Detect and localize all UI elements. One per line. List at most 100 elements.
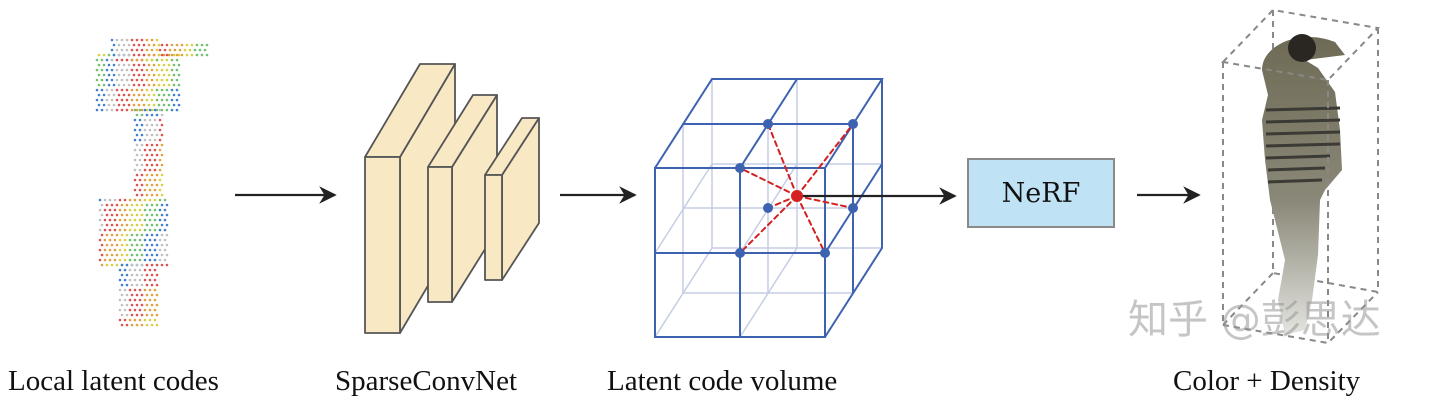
point-cloud-dot: [145, 38, 149, 42]
point-cloud-dot: [100, 223, 104, 227]
point-cloud-dot: [155, 243, 159, 247]
point-cloud-dot: [138, 118, 142, 122]
point-cloud-dot: [130, 213, 134, 217]
point-cloud-dot: [122, 63, 126, 67]
point-cloud-dot: [155, 253, 159, 257]
point-cloud-dot: [130, 98, 134, 102]
point-cloud-dot: [140, 293, 144, 297]
point-cloud-dot: [102, 103, 106, 107]
point-cloud-dot: [158, 258, 162, 262]
point-cloud-dot: [138, 278, 142, 282]
point-cloud-dot: [123, 318, 127, 322]
point-cloud-dot: [132, 83, 136, 87]
point-cloud-dot: [145, 183, 149, 187]
point-cloud-dot: [135, 108, 139, 112]
point-cloud-dot: [153, 188, 157, 192]
point-cloud-dot: [95, 108, 99, 112]
point-cloud-dot: [137, 103, 141, 107]
point-cloud-dot: [118, 248, 122, 252]
point-cloud-dot: [140, 193, 144, 197]
point-cloud-dot: [148, 188, 152, 192]
point-cloud-dot: [150, 253, 154, 257]
point-cloud-dot: [138, 138, 142, 142]
point-cloud-dot: [123, 258, 127, 262]
point-cloud-dot: [147, 83, 151, 87]
point-cloud-dot: [130, 108, 134, 112]
point-cloud-dot: [140, 313, 144, 317]
point-cloud-dot: [128, 268, 132, 272]
point-cloud-dot: [120, 58, 124, 62]
point-cloud-dot: [165, 88, 169, 92]
point-cloud-dot: [108, 218, 112, 222]
point-cloud-dot: [135, 213, 139, 217]
point-cloud-dot: [175, 88, 179, 92]
point-cloud-dot: [123, 268, 127, 272]
point-cloud-dot: [140, 58, 144, 62]
point-cloud-dot: [107, 73, 111, 77]
point-cloud-dot: [163, 238, 167, 242]
point-cloud-dot: [157, 73, 161, 77]
point-cloud-dot: [140, 38, 144, 42]
point-cloud-dot: [112, 43, 116, 47]
point-cloud-dot: [140, 253, 144, 257]
point-cloud-dot: [142, 93, 146, 97]
point-cloud-dot: [115, 78, 119, 82]
point-cloud-dot: [143, 318, 147, 322]
point-cloud-dot: [118, 258, 122, 262]
point-cloud-dot: [153, 218, 157, 222]
point-cloud-dot: [162, 53, 166, 57]
point-cloud-dot: [135, 68, 139, 72]
point-cloud-dot: [170, 98, 174, 102]
point-cloud-dot: [125, 293, 129, 297]
point-cloud-dot: [118, 298, 122, 302]
point-cloud-dot: [135, 243, 139, 247]
point-cloud-dot: [165, 68, 169, 72]
point-cloud-dot: [137, 83, 141, 87]
point-cloud-dot: [160, 263, 164, 267]
point-cloud-dot: [113, 218, 117, 222]
point-cloud-dot: [138, 288, 142, 292]
point-cloud-dot: [125, 213, 129, 217]
point-cloud-dot: [130, 38, 134, 42]
point-cloud-dot: [100, 88, 104, 92]
point-cloud-dot: [143, 238, 147, 242]
point-cloud-dot: [123, 278, 127, 282]
point-cloud-dot: [128, 278, 132, 282]
point-cloud-dot: [145, 263, 149, 267]
sparseconvnet-blocks: [364, 63, 540, 334]
point-cloud-dot: [138, 148, 142, 152]
point-cloud-dot: [143, 208, 147, 212]
point-cloud-dot: [127, 93, 131, 97]
point-cloud-dot: [95, 88, 99, 92]
point-cloud-dot: [117, 103, 121, 107]
point-cloud-dot: [177, 93, 181, 97]
point-cloud-dot: [140, 273, 144, 277]
point-cloud-dot: [123, 288, 127, 292]
point-cloud-dot: [140, 143, 144, 147]
point-cloud-dot: [95, 68, 99, 72]
point-cloud-dot: [138, 108, 142, 112]
point-cloud-dot: [150, 58, 154, 62]
point-cloud-dot: [110, 263, 114, 267]
point-cloud-dot: [107, 63, 111, 67]
point-cloud-dot: [142, 63, 146, 67]
point-cloud-dot: [97, 63, 101, 67]
point-cloud-dot: [110, 213, 114, 217]
point-cloud-dot: [145, 78, 149, 82]
point-cloud-dot: [160, 58, 164, 62]
point-cloud-dot: [133, 118, 137, 122]
point-cloud-dot: [155, 58, 159, 62]
point-cloud-dot: [140, 48, 144, 52]
point-cloud-dot: [142, 73, 146, 77]
point-cloud-dot: [128, 208, 132, 212]
point-cloud-dot: [100, 263, 104, 267]
point-cloud-dot: [180, 43, 184, 47]
point-cloud-dot: [122, 73, 126, 77]
point-cloud-dot: [125, 273, 129, 277]
point-cloud-dot: [118, 218, 122, 222]
point-cloud-dot: [145, 133, 149, 137]
point-cloud-dot: [160, 233, 164, 237]
point-cloud-dot: [138, 218, 142, 222]
point-cloud-dot: [123, 308, 127, 312]
